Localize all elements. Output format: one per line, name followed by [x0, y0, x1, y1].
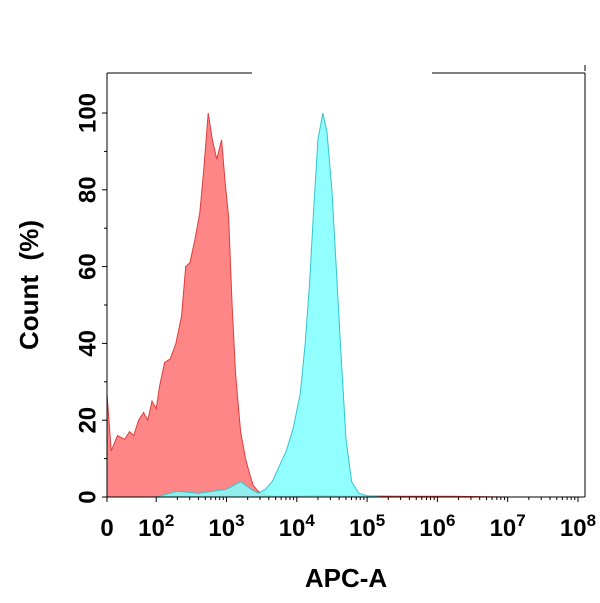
y-tick-label: 40 [75, 330, 102, 357]
x-tick-label: 106 [419, 511, 455, 542]
x-tick-label: 107 [490, 511, 526, 542]
x-tick-label: 108 [560, 511, 596, 542]
y-tick-label: 60 [75, 253, 102, 280]
y-tick-label: 80 [75, 176, 102, 203]
x-tick-label: 0 [100, 515, 113, 542]
x-ticks: 0 102 103 104 105 106 107 108 [100, 497, 596, 542]
y-tick-label: 100 [75, 93, 102, 133]
y-tick-label: 20 [75, 407, 102, 434]
y-ticks: 0 20 40 60 80 100 [75, 93, 107, 504]
series-area-sample [107, 112, 585, 498]
y-tick-label: 0 [75, 490, 102, 503]
x-axis-title: APC-A [305, 563, 388, 593]
x-tick-label: 103 [208, 511, 244, 542]
x-tick-label: 105 [349, 511, 385, 542]
x-tick-label: 102 [138, 511, 174, 542]
plot-area [106, 112, 585, 498]
y-axis-title: Count (%) [14, 220, 44, 350]
x-tick-label: 104 [279, 511, 316, 542]
